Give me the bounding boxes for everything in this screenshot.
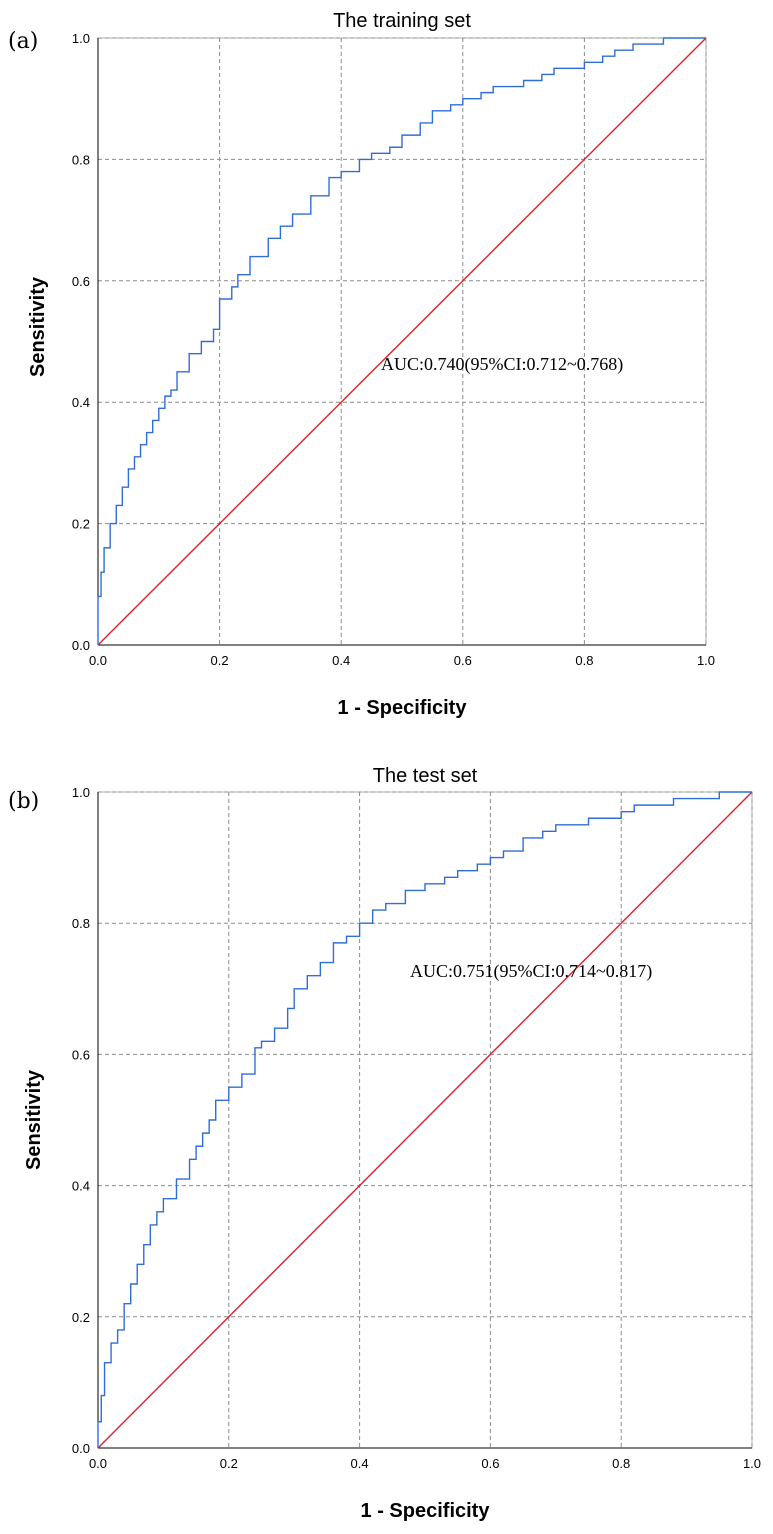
grid-b <box>97 791 753 1449</box>
panel-test: (b) The test set 0.0 0.2 0.4 0.6 0.8 1.00.00.… <box>8 765 761 1522</box>
x-tick-label: 1.0 <box>743 1456 761 1471</box>
x-tick-label: 0.0 <box>89 1456 107 1471</box>
x-tick-label: 0.4 <box>351 1456 369 1471</box>
roc-curve-b <box>97 791 752 1448</box>
panel-training: (a) The training set 0.0 0.2 0.4 0.6 0.8 1.00… <box>8 10 715 719</box>
y-tick-label: 0.4 <box>72 1179 90 1194</box>
x-tick-label: 0.8 <box>612 1456 630 1471</box>
x-tick-label: 0.8 <box>575 653 593 668</box>
reference-line-a <box>97 37 707 646</box>
grid-a <box>97 37 707 646</box>
reference-line-b <box>97 791 753 1449</box>
panel-label-b: (b) <box>8 789 39 814</box>
auc-annotation-a: AUC:0.740(95%CI:0.712~0.768) <box>381 354 623 375</box>
x-tick-label: 1.0 <box>697 653 715 668</box>
y-tick-label: 0.8 <box>72 152 90 167</box>
y-tick-label: 1.0 <box>72 785 90 800</box>
x-tick-label: 0.6 <box>454 653 472 668</box>
y-tick-label: 0.6 <box>72 274 90 289</box>
auc-annotation-b: AUC:0.751(95%CI:0.714~0.817) <box>410 961 652 982</box>
x-axis-label-b: 1 - Specificity <box>361 1500 491 1522</box>
chart-title-a: The training set <box>333 10 471 32</box>
x-tick-label: 0.6 <box>481 1456 499 1471</box>
x-tick-label: 0.2 <box>220 1456 238 1471</box>
chart-title-b: The test set <box>373 765 478 787</box>
x-tick-label: 0.0 <box>89 653 107 668</box>
y-tick-label: 0.6 <box>72 1047 90 1062</box>
roc-curve-a <box>97 37 706 645</box>
y-tick-label: 0.2 <box>72 1310 90 1325</box>
x-tick-label: 0.2 <box>211 653 229 668</box>
ticks-a: 0.0 0.2 0.4 0.6 0.8 1.0 0.0 0.2 0.4 0.6 0.8 1.0 <box>72 31 715 668</box>
x-axis-label-a: 1 - Specificity <box>338 697 468 719</box>
y-axis-label-a: Sensitivity <box>27 276 49 377</box>
panel-label-a: (a) <box>8 29 38 54</box>
x-tick-label: 0.4 <box>332 653 350 668</box>
ticks-b: 0.0 0.2 0.4 0.6 0.8 1.0 0.0 0.2 0.4 0.6 0.8 1.0 <box>72 785 761 1471</box>
y-tick-label: 1.0 <box>72 31 90 46</box>
y-tick-label: 0.2 <box>72 517 90 532</box>
y-tick-label: 0.4 <box>72 395 90 410</box>
y-axis-label-b: Sensitivity <box>23 1069 45 1170</box>
y-tick-label: 0.0 <box>72 638 90 653</box>
y-tick-label: 0.0 <box>72 1441 90 1456</box>
y-tick-label: 0.8 <box>72 916 90 931</box>
